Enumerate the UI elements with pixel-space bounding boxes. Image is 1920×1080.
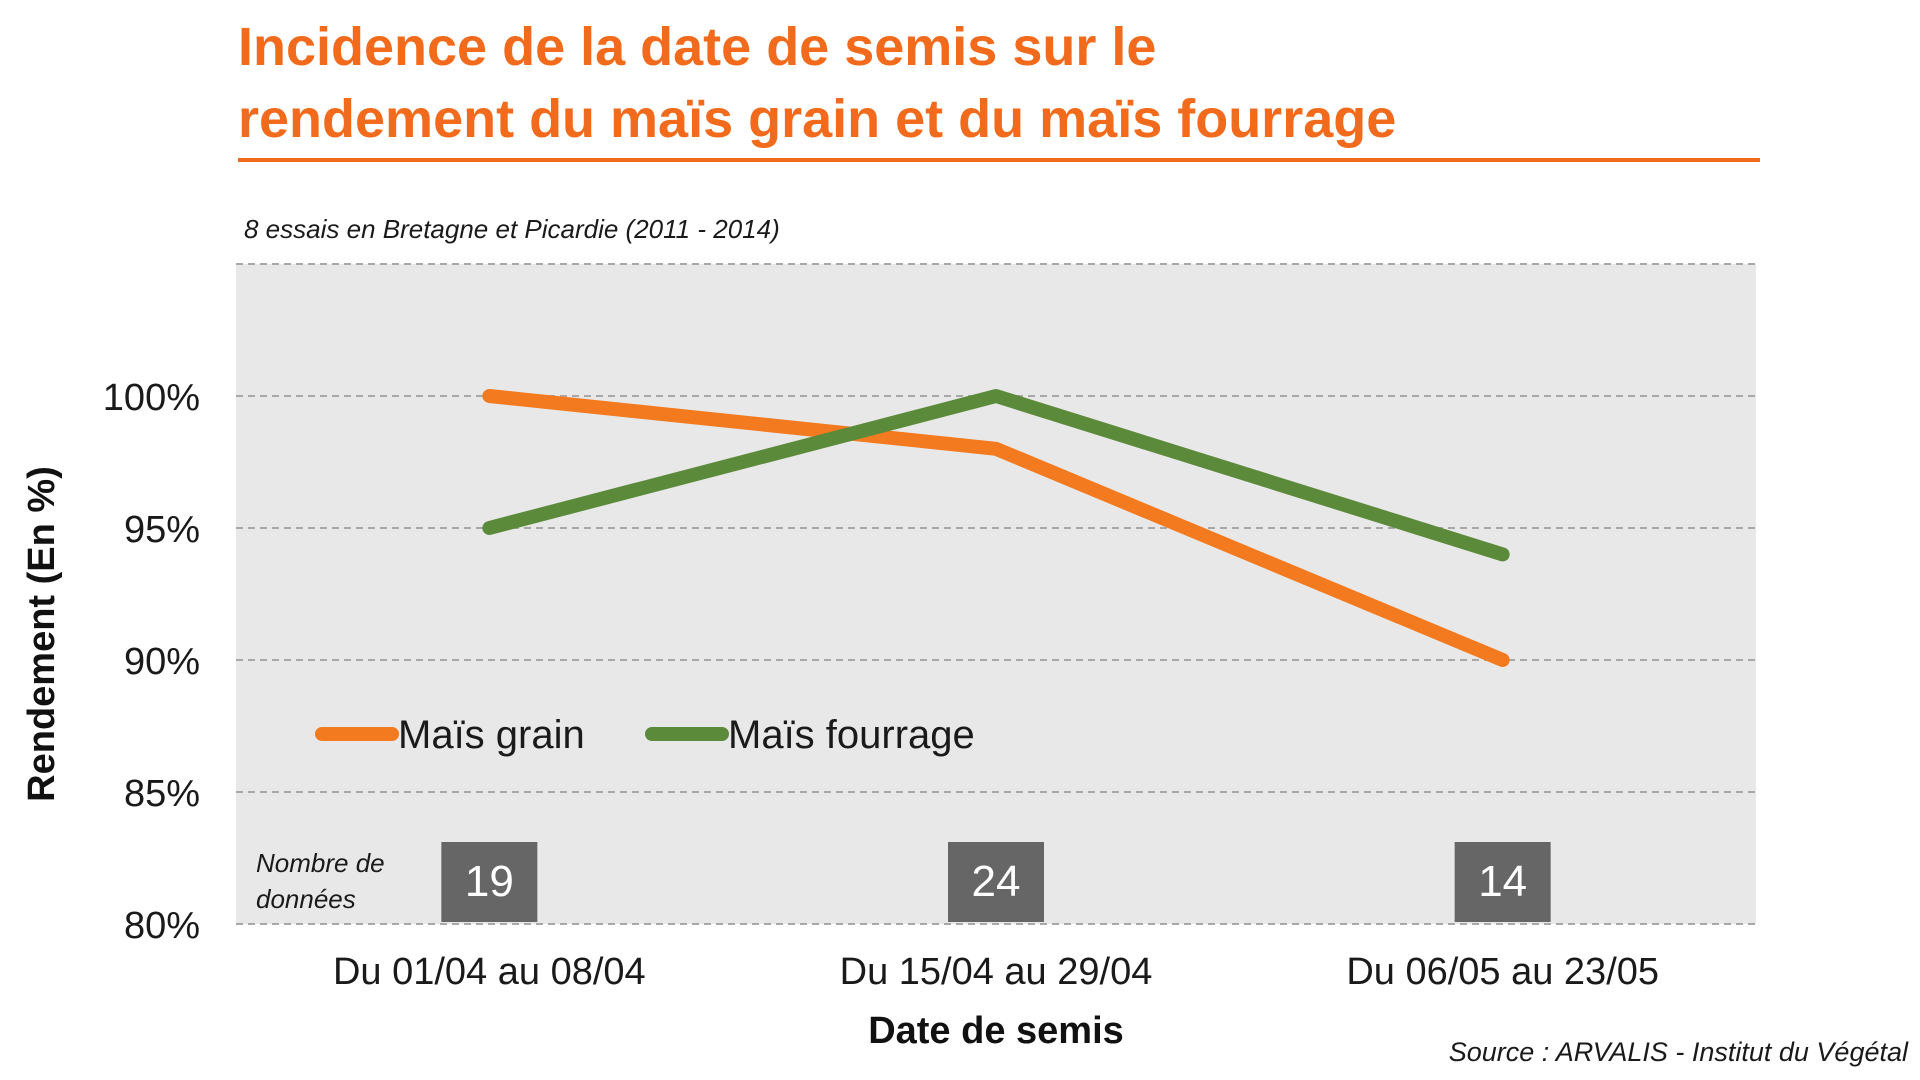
data-point (488, 527, 491, 529)
series-lines (482, 389, 1510, 667)
y-tick-label: 90% (124, 641, 200, 683)
count-boxes: 19 24 14 Nombre de données (256, 842, 1551, 922)
data-point (995, 395, 997, 397)
y-tick-label: 100% (103, 377, 200, 419)
legend-label: Maïs fourrage (728, 713, 975, 757)
legend: Maïs grain Maïs fourrage (315, 713, 975, 757)
data-point (488, 395, 491, 397)
count-label: Nombre de (256, 848, 385, 878)
plot-area (236, 264, 1756, 924)
count-value: 14 (1478, 857, 1527, 906)
y-axis-ticks: 80% 85% 90% 95% 100% (103, 377, 200, 947)
x-tick-label: Du 06/05 au 23/05 (1346, 951, 1659, 993)
chart-subtitle: 8 essais en Bretagne et Picardie (2011 -… (244, 214, 780, 244)
x-axis-label: Date de semis (868, 1010, 1124, 1052)
data-point (1501, 659, 1504, 661)
count-box (441, 842, 538, 922)
data-point (1501, 553, 1504, 556)
y-axis-label: Rendement (En %) (21, 466, 63, 802)
y-tick-label: 95% (124, 509, 200, 551)
x-tick-label: Du 15/04 au 29/04 (840, 951, 1153, 993)
chart-title-line-1: Incidence de la date de semis sur le (238, 17, 1157, 77)
y-tick-label: 85% (124, 773, 200, 815)
title-underline (238, 158, 1760, 162)
data-point (995, 447, 997, 450)
chart-title-line-2: rendement du maïs grain et du maïs fourr… (238, 89, 1397, 149)
source-note: Source : ARVALIS - Institut du Végétal (1448, 1037, 1908, 1067)
count-box (948, 842, 1044, 922)
count-value: 24 (972, 857, 1021, 906)
y-tick-label: 80% (124, 905, 200, 947)
x-tick-label: Du 01/04 au 08/04 (333, 951, 646, 993)
count-box (1454, 842, 1551, 922)
legend-label: Maïs grain (398, 713, 585, 757)
count-label: données (256, 884, 356, 914)
x-axis-ticks: Du 01/04 au 08/04 Du 15/04 au 29/04 Du 06/… (333, 951, 1659, 993)
count-value: 19 (465, 857, 514, 906)
